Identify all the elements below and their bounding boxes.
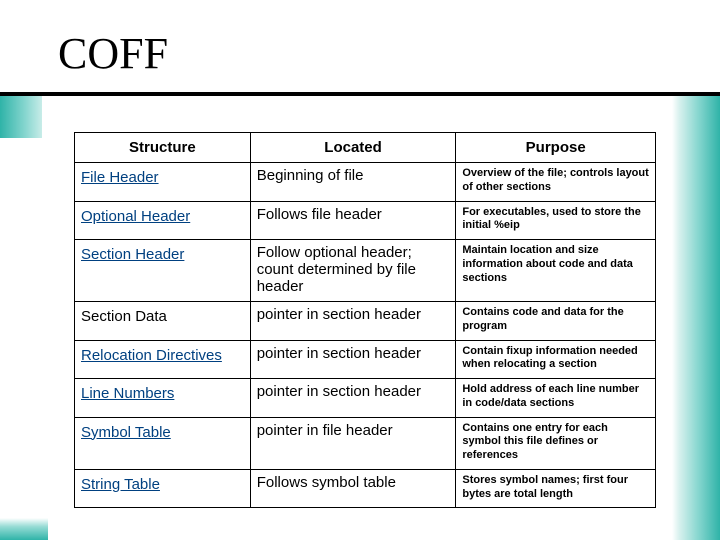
table-row: Symbol Tablepointer in file headerContai… bbox=[75, 417, 656, 469]
table-row: Line Numberspointer in section headerHol… bbox=[75, 379, 656, 418]
structure-cell[interactable]: String Table bbox=[75, 469, 251, 508]
structure-cell[interactable]: Section Header bbox=[75, 240, 251, 302]
purpose-cell: Overview of the file; controls layout of… bbox=[456, 163, 656, 202]
structure-cell[interactable]: File Header bbox=[75, 163, 251, 202]
table-row: Optional HeaderFollows file headerFor ex… bbox=[75, 201, 656, 240]
decor-bottom-strip bbox=[0, 518, 48, 540]
located-cell: Beginning of file bbox=[250, 163, 456, 202]
slide: COFF Structure Located Purpose File Head… bbox=[0, 0, 720, 540]
col-header-structure: Structure bbox=[75, 133, 251, 163]
purpose-cell: Hold address of each line number in code… bbox=[456, 379, 656, 418]
structure-cell[interactable]: Optional Header bbox=[75, 201, 251, 240]
table-row: Section Datapointer in section headerCon… bbox=[75, 302, 656, 341]
coff-table: Structure Located Purpose File HeaderBeg… bbox=[74, 132, 656, 508]
title-underline bbox=[0, 92, 720, 96]
purpose-cell: Stores symbol names; first four bytes ar… bbox=[456, 469, 656, 508]
structure-cell: Section Data bbox=[75, 302, 251, 341]
located-cell: Follow optional header; count determined… bbox=[250, 240, 456, 302]
purpose-cell: Contains one entry for each symbol this … bbox=[456, 417, 656, 469]
table-container: Structure Located Purpose File HeaderBeg… bbox=[74, 132, 656, 508]
structure-cell[interactable]: Relocation Directives bbox=[75, 340, 251, 379]
decor-right-strip bbox=[672, 96, 720, 540]
located-cell: Follows file header bbox=[250, 201, 456, 240]
table-row: File HeaderBeginning of fileOverview of … bbox=[75, 163, 656, 202]
table-header-row: Structure Located Purpose bbox=[75, 133, 656, 163]
col-header-located: Located bbox=[250, 133, 456, 163]
structure-cell[interactable]: Symbol Table bbox=[75, 417, 251, 469]
located-cell: pointer in section header bbox=[250, 302, 456, 341]
located-cell: pointer in section header bbox=[250, 340, 456, 379]
table-body: File HeaderBeginning of fileOverview of … bbox=[75, 163, 656, 508]
purpose-cell: Contains code and data for the program bbox=[456, 302, 656, 341]
purpose-cell: Contain fixup information needed when re… bbox=[456, 340, 656, 379]
header-region: COFF bbox=[0, 0, 720, 100]
table-row: String TableFollows symbol tableStores s… bbox=[75, 469, 656, 508]
table-row: Relocation Directivespointer in section … bbox=[75, 340, 656, 379]
col-header-purpose: Purpose bbox=[456, 133, 656, 163]
table-row: Section HeaderFollow optional header; co… bbox=[75, 240, 656, 302]
purpose-cell: Maintain location and size information a… bbox=[456, 240, 656, 302]
purpose-cell: For executables, used to store the initi… bbox=[456, 201, 656, 240]
structure-cell[interactable]: Line Numbers bbox=[75, 379, 251, 418]
decor-left-box bbox=[0, 96, 42, 138]
located-cell: pointer in file header bbox=[250, 417, 456, 469]
page-title: COFF bbox=[58, 28, 168, 79]
located-cell: Follows symbol table bbox=[250, 469, 456, 508]
located-cell: pointer in section header bbox=[250, 379, 456, 418]
